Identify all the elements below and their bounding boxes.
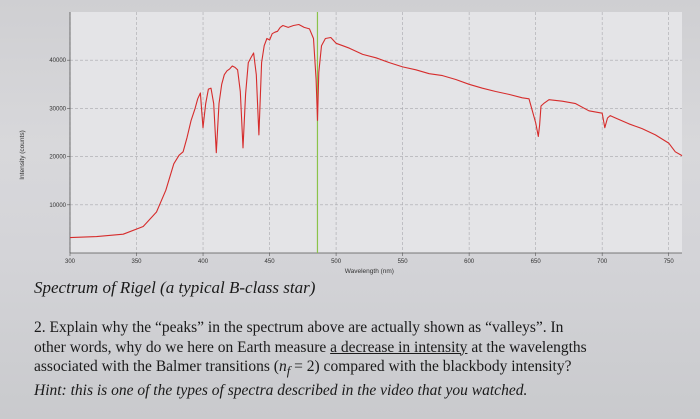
question-variable-n: n bbox=[278, 358, 287, 375]
y-tick-label: 40000 bbox=[49, 58, 66, 64]
question-line-2-pre: other words, why do we here on Earth mea… bbox=[34, 338, 331, 356]
x-tick-label: 750 bbox=[664, 259, 675, 265]
plot-background bbox=[70, 12, 682, 253]
question-line-1: 2. Explain why the “peaks” in the spectr… bbox=[34, 319, 564, 336]
y-tick-label: 30000 bbox=[49, 106, 66, 112]
x-tick-label: 300 bbox=[65, 259, 76, 265]
y-tick-label: 20000 bbox=[49, 155, 66, 161]
x-tick-label: 400 bbox=[198, 259, 209, 265]
spectrum-chart: 300 350 400 450 500 550 600 650 700 750 10000 20000… bbox=[19, 12, 683, 275]
x-axis-title: Wavelength (nm) bbox=[345, 268, 394, 275]
x-tick-label: 450 bbox=[265, 259, 276, 265]
question-subscript-f: f bbox=[286, 363, 291, 379]
x-tick-label: 350 bbox=[132, 259, 143, 265]
x-tick-label: 650 bbox=[531, 259, 542, 265]
y-axis-title: Intensity (counts) bbox=[19, 130, 26, 180]
question-line-3: associated with the Balmer transitions (… bbox=[34, 357, 694, 381]
x-tick-label: 500 bbox=[331, 259, 342, 265]
question-line-2-post: at the wavelengths bbox=[467, 338, 587, 356]
question-line-3-post: = 2) compared with the blackbody intensi… bbox=[290, 358, 572, 375]
x-tick-label: 600 bbox=[464, 259, 475, 265]
spectrum-chart-svg: 300 350 400 450 500 550 600 650 700 750 10000 20000… bbox=[19, 12, 683, 275]
question-text: 2. Explain why the “peaks” in the spectr… bbox=[34, 318, 694, 400]
question-underlined-phrase: a decrease in intensity bbox=[330, 338, 468, 356]
y-tick-label: 10000 bbox=[49, 203, 66, 209]
question-line-2: other words, why do we here on Earth mea… bbox=[34, 338, 694, 358]
chart-caption: Spectrum of Rigel (a typical B-class sta… bbox=[34, 278, 316, 297]
spectrum-series-line bbox=[69, 23, 683, 239]
x-tick-label: 550 bbox=[398, 259, 409, 265]
x-tick-label: 700 bbox=[597, 259, 608, 265]
question-hint: Hint: this is one of the types of spectr… bbox=[34, 381, 528, 399]
question-line-3-pre: associated with the Balmer transitions ( bbox=[34, 358, 279, 375]
